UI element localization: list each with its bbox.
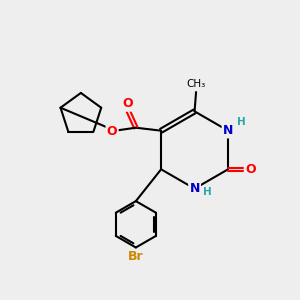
Text: O: O	[122, 98, 133, 110]
Text: CH₃: CH₃	[186, 79, 206, 89]
Text: N: N	[223, 124, 233, 137]
Text: N: N	[189, 182, 200, 195]
Text: H: H	[203, 187, 212, 197]
Text: O: O	[245, 163, 256, 176]
Text: O: O	[107, 125, 117, 138]
Text: H: H	[237, 117, 246, 127]
Text: Br: Br	[128, 250, 144, 263]
